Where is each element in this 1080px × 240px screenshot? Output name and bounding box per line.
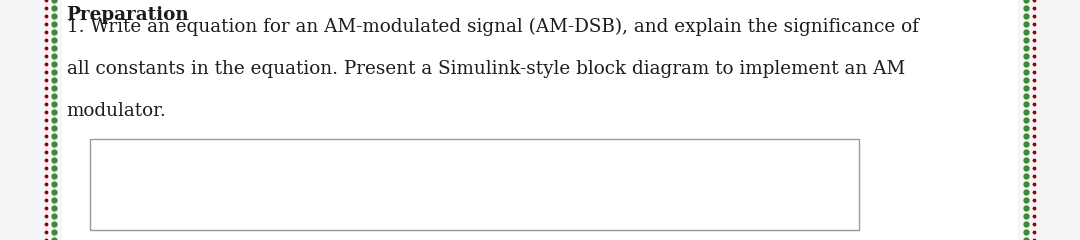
Bar [90,139,859,230]
Bar [62,0,1018,240]
Text: all constants in the equation. Present a Simulink-style block diagram to impleme: all constants in the equation. Present a… [67,60,905,78]
Text: modulator.: modulator. [67,102,166,120]
Text: 1. Write an equation for an AM-modulated signal (AM-DSB), and explain the signif: 1. Write an equation for an AM-modulated… [67,18,918,36]
Text: Preparation: Preparation [67,6,189,24]
